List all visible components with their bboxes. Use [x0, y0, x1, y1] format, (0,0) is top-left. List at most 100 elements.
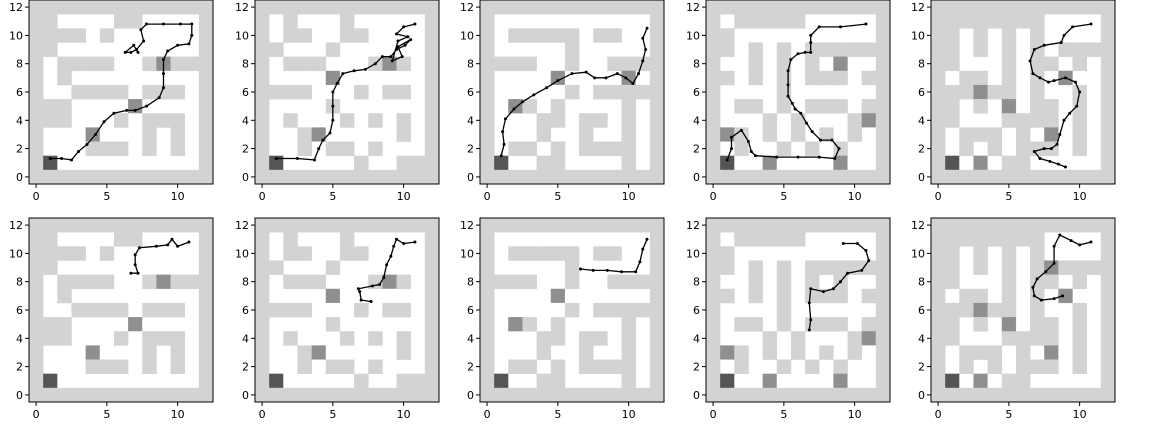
border-wall-cell — [987, 169, 1003, 185]
trajectory-point — [356, 287, 360, 291]
wall-cell — [43, 317, 58, 332]
border-wall-cell — [579, 218, 594, 233]
border-wall-cell — [748, 169, 763, 185]
wall-cell — [1001, 260, 1017, 275]
wall-cell — [536, 373, 552, 389]
border-wall-cell — [269, 169, 284, 185]
x-tick-label: 10 — [1073, 190, 1087, 203]
wall-cell — [1015, 155, 1031, 171]
border-wall-cell — [198, 345, 214, 360]
trajectory-point — [129, 50, 133, 54]
trajectory-point — [402, 25, 406, 29]
border-wall-cell — [931, 14, 946, 29]
border-wall-cell — [790, 387, 806, 403]
wall-cell — [396, 274, 411, 290]
goal-cell — [833, 373, 848, 388]
trajectory-point — [864, 22, 868, 26]
wall-cell — [297, 141, 312, 156]
border-wall-cell — [71, 218, 86, 233]
trajectory-point — [729, 147, 733, 151]
border-wall-cell — [1100, 141, 1116, 156]
border-wall-cell — [480, 345, 495, 360]
x-tick-label: 10 — [397, 190, 411, 203]
border-wall-cell — [1100, 373, 1116, 389]
wall-cell — [522, 359, 537, 374]
border-wall-cell — [142, 169, 157, 185]
wall-cell — [1086, 42, 1102, 57]
border-wall-cell — [368, 0, 383, 15]
border-wall-cell — [790, 169, 806, 185]
trajectory-point — [1055, 142, 1059, 146]
border-wall-cell — [1001, 0, 1017, 15]
border-wall-cell — [931, 345, 946, 360]
trajectory-point — [1035, 277, 1039, 281]
border-wall-cell — [833, 0, 848, 15]
y-tick-label: 4 — [16, 332, 23, 345]
wall-cell — [776, 302, 792, 318]
trajectory-point — [502, 142, 506, 146]
wall-cell — [945, 99, 960, 114]
trajectory-point — [413, 22, 417, 26]
border-wall-cell — [368, 169, 383, 185]
border-wall-cell — [1100, 14, 1116, 29]
border-wall-cell — [480, 99, 495, 114]
border-wall-cell — [99, 387, 115, 403]
wall-cell — [113, 14, 129, 29]
wall-cell — [973, 14, 988, 29]
border-wall-cell — [297, 0, 312, 15]
border-wall-cell — [198, 218, 214, 233]
wall-cell — [819, 260, 834, 275]
maze-panel-1: 0 2 4 6 8 10 12 0 5 10 — [9, 0, 214, 203]
border-wall-cell — [424, 373, 440, 389]
wall-cell — [945, 56, 960, 72]
wall-cell — [142, 331, 157, 346]
y-tick-label: 10 — [911, 247, 925, 260]
border-wall-cell — [113, 218, 129, 233]
border-wall-cell — [931, 56, 946, 72]
border-wall-cell — [1058, 0, 1073, 15]
wall-cell — [805, 70, 820, 86]
border-wall-cell — [255, 218, 270, 233]
border-wall-cell — [170, 169, 185, 185]
wall-cell — [959, 127, 974, 142]
wall-cell — [522, 99, 537, 114]
wall-cell — [57, 246, 72, 261]
border-wall-cell — [1100, 218, 1116, 233]
border-wall-cell — [269, 387, 284, 403]
border-wall-cell — [480, 28, 495, 43]
y-tick-label: 6 — [242, 304, 249, 317]
border-wall-cell — [424, 42, 440, 57]
wall-cell — [734, 99, 749, 114]
wall-cell — [396, 331, 411, 346]
border-wall-cell — [649, 141, 665, 156]
goal-cell — [833, 56, 848, 71]
wall-cell — [283, 232, 298, 247]
border-wall-cell — [156, 387, 171, 403]
trajectory-point — [809, 318, 813, 322]
border-wall-cell — [311, 218, 327, 233]
wall-cell — [339, 246, 355, 261]
border-wall-cell — [128, 218, 143, 233]
border-wall-cell — [833, 169, 848, 185]
border-wall-cell — [396, 218, 411, 233]
border-wall-cell — [255, 373, 270, 389]
border-wall-cell — [57, 218, 72, 233]
border-wall-cell — [1072, 387, 1087, 403]
goal-cell — [382, 274, 397, 289]
border-wall-cell — [649, 260, 665, 275]
y-tick-label: 4 — [918, 114, 925, 127]
wall-cell — [621, 127, 636, 142]
wall-cell — [973, 42, 988, 57]
wall-cell — [170, 274, 185, 290]
border-wall-cell — [973, 387, 988, 403]
border-wall-cell — [875, 331, 891, 346]
border-wall-cell — [424, 28, 440, 43]
border-wall-cell — [706, 387, 721, 403]
wall-cell — [283, 28, 298, 43]
wall-cell — [579, 127, 594, 142]
wall-cell — [790, 127, 806, 142]
trajectory-point — [139, 28, 143, 32]
trajectory-point — [1052, 297, 1056, 301]
y-tick-label: 12 — [686, 1, 700, 14]
maze-panel-7: 0 2 4 6 8 10 12 0 5 10 — [235, 217, 440, 421]
